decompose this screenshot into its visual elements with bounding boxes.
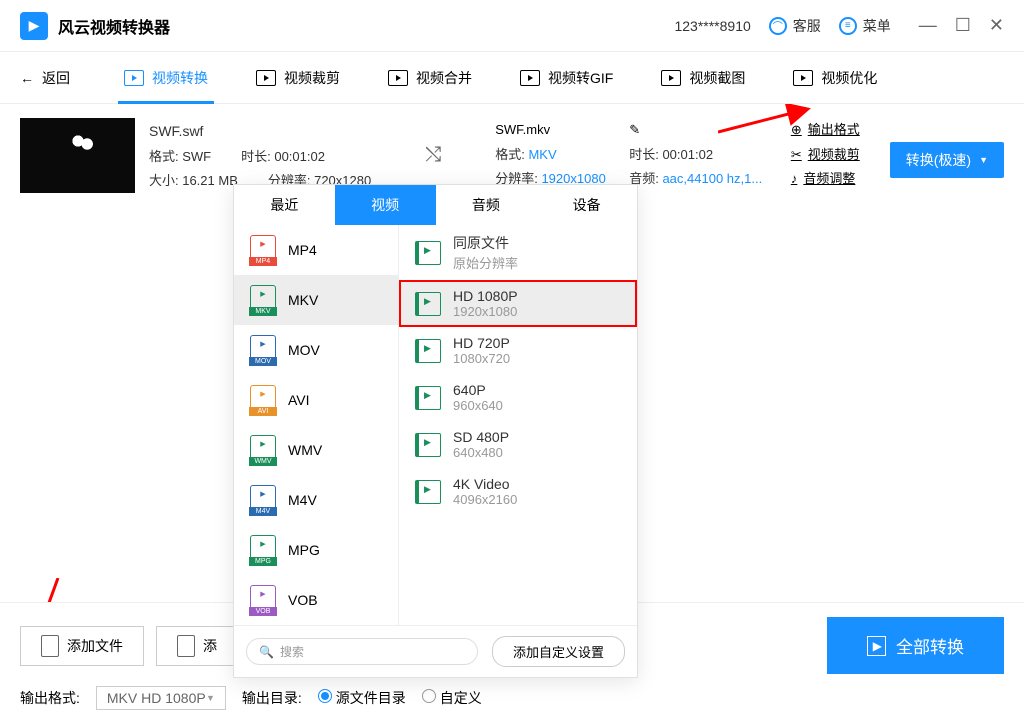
format-vob[interactable]: VOB — [234, 575, 398, 625]
format-mp4[interactable]: MP4 — [234, 225, 398, 275]
folder-plus-icon — [177, 635, 195, 657]
format-badge-icon — [250, 435, 276, 465]
convert-all-button[interactable]: 全部转换 — [827, 617, 1004, 674]
resolution-4[interactable]: SD 480P640x480 — [399, 421, 637, 468]
film-icon — [415, 433, 441, 457]
dir-source-radio[interactable]: 源文件目录 — [318, 688, 406, 708]
account-number[interactable]: 123****8910 — [674, 18, 750, 34]
video-icon — [124, 70, 144, 86]
film-icon — [415, 241, 441, 265]
output-audio-value: aac,44100 hz,1... — [662, 171, 762, 186]
format-badge-icon — [250, 585, 276, 615]
dropdown-tab-3[interactable]: 设备 — [536, 185, 637, 225]
source-format: 格式: SWF — [149, 145, 211, 170]
format-badge-icon — [250, 235, 276, 265]
format-mkv[interactable]: MKV — [234, 275, 398, 325]
format-wmv[interactable]: WMV — [234, 425, 398, 475]
format-badge-icon — [250, 485, 276, 515]
film-icon — [415, 339, 441, 363]
app-logo-icon: ▶ — [20, 12, 48, 40]
resolution-3[interactable]: 640P960x640 — [399, 374, 637, 421]
resolution-5[interactable]: 4K Video4096x2160 — [399, 468, 637, 515]
dropdown-tab-1[interactable]: 视频 — [335, 185, 436, 225]
audio-adjust-link[interactable]: ♪音频调整 — [791, 167, 860, 192]
menu-link[interactable]: ≡ 菜单 — [839, 16, 891, 36]
source-size: 大小: 16.21 MB — [149, 169, 238, 194]
video-icon — [388, 70, 408, 86]
back-button[interactable]: ← 返回 — [20, 68, 70, 88]
output-format-select[interactable]: MKV HD 1080P — [96, 686, 226, 710]
shuffle-icon[interactable]: ⤭ — [425, 144, 441, 167]
output-format-link[interactable]: ⊕输出格式 — [791, 118, 860, 143]
output-format-label: 输出格式: — [20, 688, 80, 708]
format-avi[interactable]: AVI — [234, 375, 398, 425]
sliders-icon: ♪ — [791, 167, 798, 192]
nav-tab-1[interactable]: 视频裁剪 — [232, 52, 364, 104]
edit-icon[interactable]: ✎ — [629, 118, 762, 143]
video-crop-link[interactable]: ✂视频裁剪 — [791, 143, 860, 168]
format-mpg[interactable]: MPG — [234, 525, 398, 575]
source-duration: 时长: 00:01:02 — [241, 145, 325, 170]
format-m4v[interactable]: M4V — [234, 475, 398, 525]
maximize-button[interactable]: ☐ — [955, 15, 971, 36]
nav-tab-0[interactable]: 视频转换 — [100, 52, 232, 104]
resolution-0[interactable]: 同原文件原始分辨率 — [399, 225, 637, 280]
film-icon — [415, 386, 441, 410]
source-filename: SWF.swf — [149, 118, 371, 145]
titlebar: ▶ 风云视频转换器 123****8910 ⌒ 客服 ≡ 菜单 — ☐ ✕ — [0, 0, 1024, 52]
video-icon — [256, 70, 276, 86]
menu-icon: ≡ — [839, 17, 857, 35]
file-plus-icon — [41, 635, 59, 657]
add-folder-button[interactable]: 添 — [156, 626, 238, 666]
output-format-value: MKV — [528, 147, 556, 162]
resolution-1[interactable]: HD 1080P1920x1080 — [399, 280, 637, 327]
film-icon — [415, 480, 441, 504]
format-badge-icon — [250, 385, 276, 415]
film-icon — [415, 292, 441, 316]
nav-tab-4[interactable]: 视频截图 — [637, 52, 769, 104]
navbar: ← 返回 视频转换视频裁剪视频合并视频转GIF视频截图视频优化 — [0, 52, 1024, 104]
source-meta: SWF.swf 格式: SWF 时长: 00:01:02 大小: 16.21 M… — [149, 118, 371, 194]
nav-tab-2[interactable]: 视频合并 — [364, 52, 496, 104]
video-thumbnail[interactable] — [20, 118, 135, 193]
format-badge-icon — [250, 535, 276, 565]
resolution-2[interactable]: HD 720P1080x720 — [399, 327, 637, 374]
export-icon: ⊕ — [791, 118, 802, 143]
output-filename: SWF.mkv — [495, 118, 645, 143]
video-icon — [661, 70, 681, 86]
content-area: SWF.swf 格式: SWF 时长: 00:01:02 大小: 16.21 M… — [0, 104, 1024, 208]
format-badge-icon — [250, 335, 276, 365]
minimize-button[interactable]: — — [919, 15, 937, 36]
dropdown-tab-2[interactable]: 音频 — [436, 185, 537, 225]
side-actions: ⊕输出格式 ✂视频裁剪 ♪音频调整 — [791, 118, 860, 194]
convert-button[interactable]: 转换(极速) — [890, 142, 1004, 178]
video-icon — [793, 70, 813, 86]
nav-tab-3[interactable]: 视频转GIF — [496, 52, 637, 104]
nav-tab-5[interactable]: 视频优化 — [769, 52, 901, 104]
scissors-icon: ✂ — [791, 143, 802, 168]
output-dir-label: 输出目录: — [242, 688, 302, 708]
add-file-button[interactable]: 添加文件 — [20, 626, 144, 666]
format-search-input[interactable]: 🔍 搜索 — [246, 638, 478, 665]
app-title: 风云视频转换器 — [58, 14, 674, 38]
dropdown-tab-0[interactable]: 最近 — [234, 185, 335, 225]
headset-icon: ⌒ — [769, 17, 787, 35]
support-link[interactable]: ⌒ 客服 — [769, 16, 821, 36]
output-meta-2: ✎ 时长: 00:01:02 音频: aac,44100 hz,1... — [629, 118, 762, 194]
dir-custom-radio[interactable]: 自定义 — [422, 688, 482, 708]
add-custom-settings-button[interactable]: 添加自定义设置 — [492, 636, 625, 667]
arrow-left-icon: ← — [20, 70, 34, 86]
close-button[interactable]: ✕ — [989, 15, 1004, 36]
format-mov[interactable]: MOV — [234, 325, 398, 375]
video-icon — [520, 70, 540, 86]
search-icon: 🔍 — [259, 645, 274, 659]
format-dropdown: 最近视频音频设备 MP4MKVMOVAVIWMVM4VMPGVOB 同原文件原始… — [233, 184, 638, 678]
output-meta: SWF.mkv 格式: MKV 分辨率: 1920x1080 — [495, 118, 645, 194]
format-badge-icon — [250, 285, 276, 315]
